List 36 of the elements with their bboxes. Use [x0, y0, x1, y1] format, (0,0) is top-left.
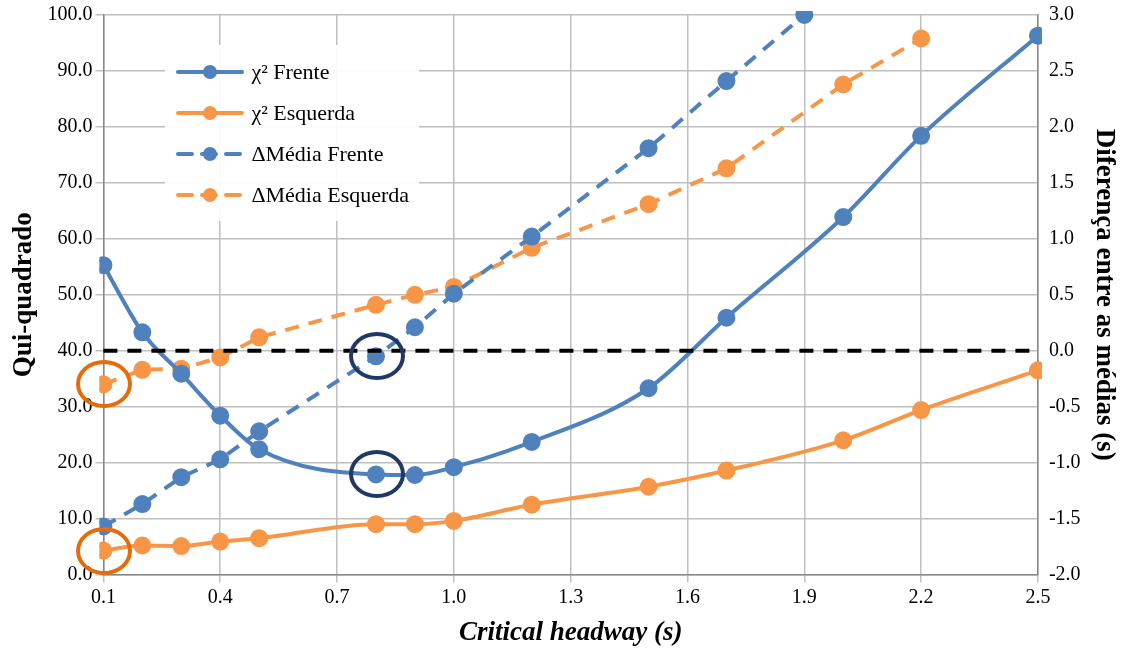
y2-tick-label: 1.0: [1048, 226, 1074, 249]
y-axis-title: Qui-quadrado: [7, 212, 38, 378]
x-axis-title: Critical headway (s): [458, 615, 683, 646]
y2-tick-label: -1.5: [1048, 505, 1081, 528]
y2-tick-label: 3.0: [1048, 2, 1074, 25]
y-tick-label: 10.0: [57, 505, 93, 528]
y2-axis-title: Diferença entre as médias (s): [1090, 128, 1121, 461]
x-tick-label: 1.6: [674, 584, 700, 607]
x-tick-label: 1.3: [558, 584, 584, 607]
x-tick-label: 2.5: [1025, 584, 1051, 607]
y2-tick-label: -2.0: [1048, 561, 1081, 584]
x-tick-label: 0.7: [324, 584, 350, 607]
legend-label: χ² Esquerda: [251, 99, 356, 126]
legend-label: ΔMédia Frente: [251, 140, 384, 167]
y2-tick-label: 1.5: [1048, 170, 1074, 193]
y2-tick-label: 2.5: [1048, 58, 1074, 81]
y-tick-label: 70.0: [57, 170, 93, 193]
y2-tick-label: -0.5: [1048, 393, 1081, 416]
y-tick-label: 90.0: [57, 58, 93, 81]
x-tick-label: 1.9: [791, 584, 817, 607]
y2-tick-label: 2.0: [1048, 114, 1074, 137]
y-tick-label: 40.0: [57, 338, 93, 361]
y-tick-label: 50.0: [57, 282, 93, 305]
x-tick-label: 1.0: [441, 584, 467, 607]
y2-tick-label: -1.0: [1048, 449, 1081, 472]
y-tick-label: 60.0: [57, 226, 93, 249]
y2-tick-label: 0.5: [1048, 282, 1074, 305]
y-tick-label: 80.0: [57, 114, 93, 137]
x-tick-label: 0.1: [90, 584, 116, 607]
legend-label: ΔMédia Esquerda: [251, 181, 410, 208]
y-tick-label: 20.0: [57, 449, 93, 472]
y2-tick-label: 0.0: [1048, 338, 1074, 361]
x-tick-label: 0.4: [207, 584, 233, 607]
y-tick-label: 100.0: [47, 2, 93, 25]
x-tick-label: 2.2: [908, 584, 934, 607]
legend-label: χ² Frente: [251, 58, 330, 85]
